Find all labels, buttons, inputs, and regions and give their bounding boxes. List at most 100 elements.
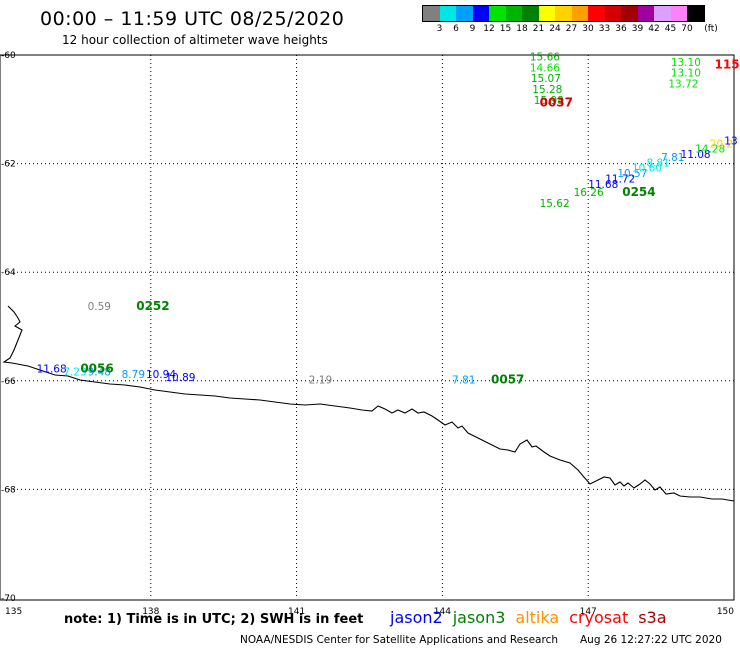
pass-time-label: 0056 [80, 362, 113, 376]
latitude-label: -60 [1, 51, 16, 61]
legend-level-label: 15 [499, 24, 512, 34]
legend-level-label: 27 [565, 24, 578, 34]
legend-swatch [522, 6, 539, 21]
observation-layer: 15.6614.6615.0715.2815.9813.1013.1013.72… [37, 51, 740, 386]
pass-time-label: 0254 [622, 185, 655, 199]
satellite-jason3: jason3 [452, 608, 506, 627]
wave-height-value: 10.57 [617, 168, 647, 180]
wave-height-value: 11.68 [588, 179, 618, 191]
wave-height-value: 7.81 [452, 375, 475, 387]
credit-line: NOAA/NESDIS Center for Satellite Applica… [240, 634, 558, 646]
latitude-label: -70 [1, 594, 16, 604]
latitude-label: -66 [1, 377, 16, 387]
legend-level-label: 36 [615, 24, 627, 34]
latitude-label: -64 [1, 268, 16, 278]
wave-height-value: 15.28 [532, 84, 562, 96]
legend-swatch [505, 6, 522, 21]
wave-height-value: 10.60 [632, 163, 662, 175]
longitude-label: 138 [142, 607, 159, 617]
legend-swatch [439, 6, 456, 21]
pass-time-label: 0057 [491, 373, 524, 387]
legend-swatch [588, 6, 605, 21]
wave-height-value: 11.68 [37, 364, 67, 376]
legend-swatch [621, 6, 638, 21]
satellite-cryosat: cryosat [569, 608, 629, 627]
legend-swatch [423, 6, 440, 21]
legend-level-label: 45 [664, 24, 677, 34]
wave-height-value: 20.2 [710, 138, 733, 150]
map-grid: 135 138 141 144 147 150 -60 -62 -64 -66 -68 -70 [1, 51, 734, 617]
color-legend: 3 6 9 12 15 18 21 24 27 30 33 36 39 42 45 70 (ft) [422, 5, 718, 36]
wave-height-value: 0.59 [88, 301, 111, 313]
wave-height-value: 13.10 [671, 68, 701, 80]
legend-level-label: 21 [532, 24, 545, 34]
legend-level-label: 12 [483, 24, 495, 34]
legend-swatch [604, 6, 621, 21]
satellite-jason2: jason2 [390, 608, 443, 627]
wave-height-value: 8.79 [122, 369, 145, 381]
longitude-label: 144 [434, 607, 451, 617]
legend-level-label: 24 [549, 24, 561, 34]
wave-height-value: 13 [724, 136, 737, 148]
legend-swatches [422, 5, 705, 22]
legend-swatch [670, 6, 687, 21]
wave-height-value: 15.62 [540, 198, 570, 210]
longitude-label: 135 [5, 607, 22, 617]
wave-height-value: 15.07 [531, 73, 561, 85]
legend-swatch [654, 6, 671, 21]
wave-height-value: 10.94 [146, 369, 176, 381]
pass-time-label: 0252 [136, 299, 169, 313]
antarctic-coastline [2, 305, 735, 502]
legend-level-label: 42 [648, 24, 660, 34]
legend-unit: (ft) [704, 24, 718, 34]
legend-swatch [489, 6, 506, 21]
wave-height-value: 2.19 [309, 375, 332, 387]
pass-time-label: 0037 [540, 96, 573, 110]
wave-height-value: 15.98 [534, 95, 564, 107]
latitude-label: -68 [1, 485, 16, 495]
map-frame [0, 54, 735, 601]
latitude-label: -62 [1, 160, 16, 170]
legend-level-label: 39 [631, 24, 644, 34]
legend-swatch [538, 6, 555, 21]
longitude-label: 141 [288, 607, 305, 617]
legend-level-label: 6 [453, 24, 459, 34]
legend-swatch [456, 6, 473, 21]
wave-height-value: 7.23 [63, 366, 86, 378]
satellite-altika: altika [515, 608, 560, 627]
longitude-label: 147 [580, 607, 597, 617]
legend-swatch [687, 6, 704, 21]
wave-height-value: 16.26 [574, 187, 604, 199]
wave-height-value: 9.48 [88, 366, 111, 378]
footer-note: note: 1) Time is in UTC; 2) SWH is in fe… [64, 612, 364, 627]
wave-height-value: 7.81 [661, 152, 684, 164]
legend-level-label: 30 [582, 24, 594, 34]
pass-time-label: 1155 [715, 58, 740, 72]
satellite-s3a: s3a [638, 608, 667, 627]
wave-height-value: 11.08 [681, 149, 711, 161]
legend-swatch [555, 6, 572, 21]
satellite-legend: jason2 jason3 altika cryosat s3a [390, 608, 677, 627]
generation-timestamp: Aug 26 12:27:22 UTC 2020 [580, 634, 722, 646]
legend-swatch [472, 6, 489, 21]
page-subtitle: 12 hour collection of altimeter wave hei… [62, 33, 328, 47]
longitude-label: 150 [717, 607, 734, 617]
legend-swatch [571, 6, 588, 21]
wave-height-value: 13.10 [671, 57, 701, 69]
wave-height-value: 14.28 [695, 144, 725, 156]
wave-height-value: 14.66 [530, 62, 560, 74]
legend-level-label: 70 [681, 24, 693, 34]
wave-height-value: 10.89 [165, 372, 195, 384]
legend-level-label: 18 [516, 24, 528, 34]
page-title: 00:00 – 11:59 UTC 08/25/2020 [40, 8, 345, 30]
legend-level-label: 9 [469, 24, 476, 34]
wave-height-value: 13.72 [668, 79, 698, 91]
wave-height-value: 11.72 [605, 174, 635, 186]
legend-level-label: 33 [598, 24, 611, 34]
wave-height-value: 8.81 [647, 157, 670, 169]
legend-swatch [637, 6, 654, 21]
legend-labels: 3 6 9 12 15 18 21 24 27 30 33 36 39 42 45 70 (ft) [422, 22, 718, 36]
legend-level-label: 3 [436, 24, 443, 34]
wave-height-value: 15.66 [530, 51, 560, 63]
